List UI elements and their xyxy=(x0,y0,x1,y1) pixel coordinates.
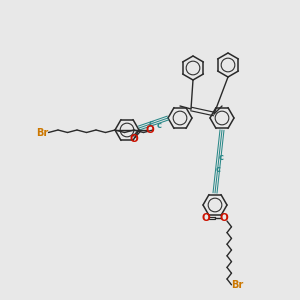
Text: c: c xyxy=(215,166,220,175)
Text: Br: Br xyxy=(36,128,49,137)
Text: c: c xyxy=(148,119,154,128)
Text: Br: Br xyxy=(231,280,244,290)
Text: O: O xyxy=(220,213,228,223)
Text: O: O xyxy=(130,134,138,144)
Text: c: c xyxy=(157,121,161,130)
Text: c: c xyxy=(218,154,224,163)
Text: O: O xyxy=(202,213,210,223)
Text: O: O xyxy=(146,125,154,135)
